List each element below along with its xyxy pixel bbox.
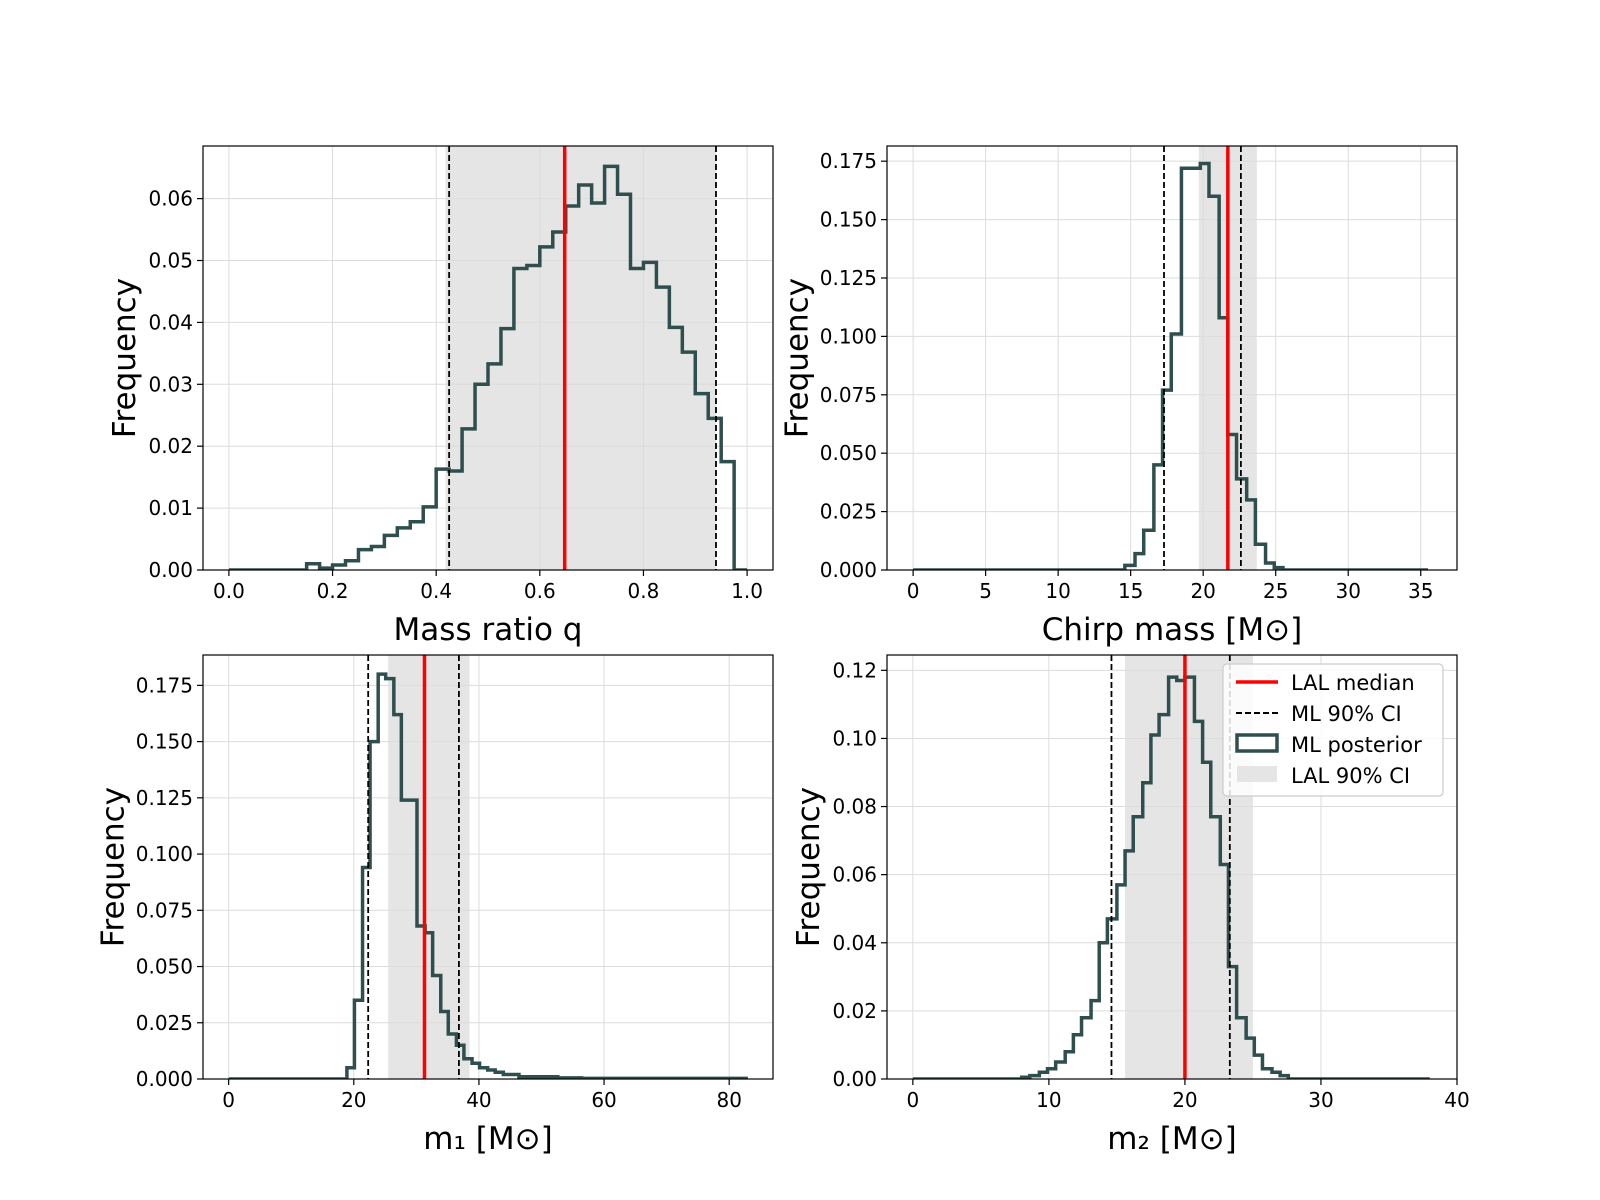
mass-ratio-y-tick-label-1: 0.01 (148, 496, 193, 520)
mass-ratio-x-axis-label: Mass ratio q (394, 612, 583, 648)
chirp-mass-y-tick-label-2: 0.050 (820, 441, 877, 465)
mass-ratio-y-tick-label-6: 0.06 (148, 187, 193, 211)
chirp-mass-y-tick-label-3: 0.075 (820, 383, 877, 407)
chirp-mass-y-tick-label-7: 0.175 (820, 149, 877, 173)
mass-ratio-y-tick-label-3: 0.03 (148, 372, 193, 396)
legend-ml-ci-label: ML 90% CI (1291, 702, 1402, 726)
m2-y-tick-label-2: 0.04 (832, 931, 877, 955)
m2-y-tick-label-5: 0.10 (832, 726, 877, 750)
mass-ratio-lal-ci-band (445, 146, 716, 570)
m1-x-tick-label-0: 0 (222, 1088, 235, 1112)
chirp-mass-x-tick-label-1: 5 (979, 579, 992, 603)
legend-lal-ci-swatch (1237, 766, 1277, 782)
legend: LAL median ML 90% CI ML posterior LAL 90… (1222, 663, 1444, 797)
mass-ratio-ml-posterior-histogram (228, 164, 748, 570)
legend-lal-median-label: LAL median (1291, 671, 1415, 695)
mass-ratio-panel: 0.0 0.2 0.4 0.6 0.8 1.0 0.00 0.01 0.02 0.03 0.04 0.… (107, 145, 774, 648)
m2-x-tick-label-1: 10 (1036, 1088, 1061, 1112)
mass-ratio-x-tick-label-1: 0.2 (317, 579, 349, 603)
chirp-mass-x-tick-label-4: 20 (1190, 579, 1215, 603)
m1-y-axis-label: Frequency (96, 787, 132, 947)
m1-y-tick-label-3: 0.075 (136, 898, 193, 922)
m1-x-tick-label-1: 20 (341, 1088, 366, 1112)
chirp-mass-x-tick-label-3: 15 (1118, 579, 1143, 603)
chirp-mass-y-tick-label-4: 0.100 (820, 324, 877, 348)
m1-y-tick-label-4: 0.100 (136, 842, 193, 866)
m1-ml-posterior-histogram (228, 672, 748, 1079)
chirp-mass-x-axis-label: Chirp mass [M⊙] (1042, 612, 1302, 648)
mass-ratio-y-axis-label: Frequency (107, 278, 143, 438)
mass-ratio-x-tick-label-4: 0.8 (628, 579, 660, 603)
m1-y-tick-label-7: 0.175 (136, 673, 193, 697)
m1-y-tick-label-5: 0.125 (136, 786, 193, 810)
m2-y-axis-label: Frequency (791, 787, 827, 947)
legend-frame (1222, 663, 1444, 797)
m1-axes-frame (202, 654, 774, 1080)
chirp-mass-y-tick-label-1: 0.025 (820, 500, 877, 524)
chirp-mass-y-tick-label-6: 0.150 (820, 208, 877, 232)
m2-axes-frame (886, 654, 1458, 1080)
m1-x-tick-label-2: 40 (466, 1088, 491, 1112)
legend-ml-posterior-label: ML posterior (1291, 733, 1422, 757)
chirp-mass-ml-posterior-histogram (913, 161, 1428, 570)
m2-ml-posterior-histogram (912, 675, 1430, 1079)
m1-y-tick-label-1: 0.025 (136, 1011, 193, 1035)
chirp-mass-y-axis-label: Frequency (780, 278, 816, 438)
chirp-mass-x-tick-label-5: 25 (1263, 579, 1288, 603)
mass-ratio-x-tick-label-0: 0.0 (213, 579, 245, 603)
chirp-mass-panel: 0 5 10 15 20 25 30 35 0.000 0.025 0.050 0.075 0.100 0… (780, 145, 1458, 648)
m1-x-tick-label-4: 80 (716, 1088, 741, 1112)
m2-x-tick-label-3: 30 (1308, 1088, 1333, 1112)
mass-ratio-x-tick-label-2: 0.4 (420, 579, 452, 603)
chirp-mass-x-tick-label-7: 35 (1408, 579, 1433, 603)
m1-y-tick-label-6: 0.150 (136, 730, 193, 754)
m2-y-tick-label-0: 0.00 (832, 1067, 877, 1091)
chirp-mass-x-tick-label-0: 0 (907, 579, 920, 603)
chirp-mass-axes-frame (886, 145, 1458, 571)
m2-x-tick-label-0: 0 (906, 1088, 919, 1112)
legend-ml-posterior-swatch (1235, 733, 1279, 753)
m1-y-tick-label-0: 0.000 (136, 1067, 193, 1091)
m1-x-tick-label-3: 60 (591, 1088, 616, 1112)
mass-ratio-y-tick-label-4: 0.04 (148, 310, 193, 334)
m1-x-axis-label: m₁ [M⊙] (423, 1121, 552, 1157)
m2-x-tick-label-2: 20 (1172, 1088, 1197, 1112)
m2-x-tick-label-4: 40 (1444, 1088, 1469, 1112)
m2-y-tick-label-4: 0.08 (832, 795, 877, 819)
mass-ratio-x-tick-label-3: 0.6 (524, 579, 556, 603)
m2-x-axis-label: m₂ [M⊙] (1107, 1121, 1236, 1157)
mass-ratio-y-tick-label-2: 0.02 (148, 434, 193, 458)
mass-ratio-y-tick-label-0: 0.00 (148, 558, 193, 582)
mass-ratio-x-tick-label-5: 1.0 (731, 579, 763, 603)
chirp-mass-x-tick-label-6: 30 (1335, 579, 1360, 603)
m2-y-tick-label-1: 0.02 (832, 999, 877, 1023)
m2-y-tick-label-3: 0.06 (832, 863, 877, 887)
m2-y-tick-label-6: 0.12 (832, 658, 877, 682)
chirp-mass-x-tick-label-2: 10 (1045, 579, 1070, 603)
mass-ratio-y-tick-label-5: 0.05 (148, 249, 193, 273)
legend-lal-ci-label: LAL 90% CI (1291, 764, 1410, 788)
mass-ratio-axes-frame (202, 145, 774, 571)
chirp-mass-y-tick-label-0: 0.000 (820, 558, 877, 582)
m1-y-tick-label-2: 0.050 (136, 955, 193, 979)
chirp-mass-y-tick-label-5: 0.125 (820, 266, 877, 290)
m1-panel: 0 20 40 60 80 0.000 0.025 0.050 0.075 0.100 0.125 0… (96, 654, 774, 1157)
